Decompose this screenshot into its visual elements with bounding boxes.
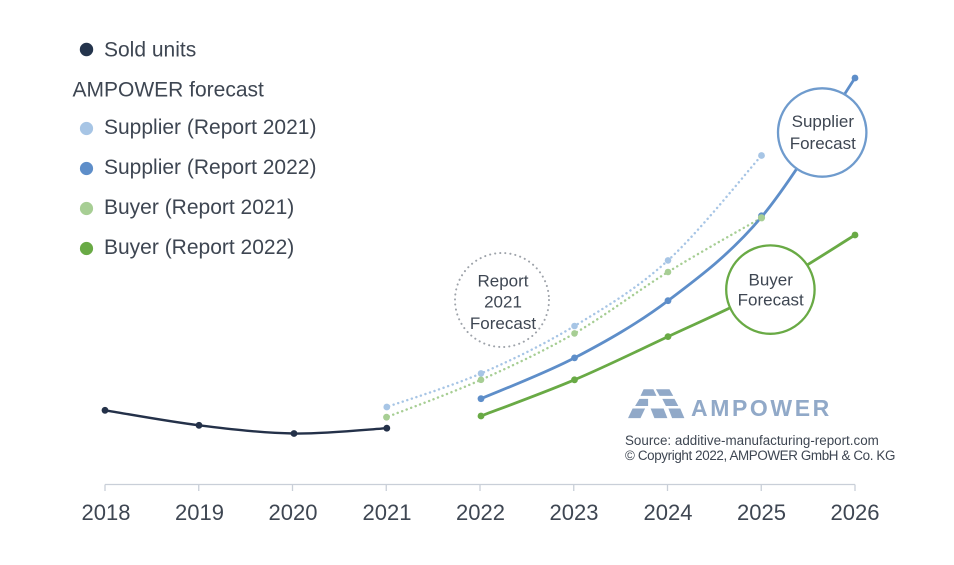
svg-text:Forecast: Forecast xyxy=(470,314,536,333)
svg-text:2025: 2025 xyxy=(737,500,786,525)
svg-text:Buyer: Buyer xyxy=(748,271,793,290)
svg-text:Forecast: Forecast xyxy=(738,291,804,310)
svg-text:Forecast: Forecast xyxy=(790,134,856,153)
svg-text:2020: 2020 xyxy=(269,500,318,525)
svg-text:Supplier: Supplier xyxy=(792,112,855,131)
svg-text:Buyer (Report 2021): Buyer (Report 2021) xyxy=(104,196,294,219)
svg-text:AMPOWER forecast: AMPOWER forecast xyxy=(73,79,265,102)
svg-text:2019: 2019 xyxy=(175,500,224,525)
svg-text:2018: 2018 xyxy=(82,500,131,525)
svg-text:2026: 2026 xyxy=(831,500,880,525)
svg-text:2023: 2023 xyxy=(550,500,599,525)
svg-text:Source: additive-manufacturing: Source: additive-manufacturing-report.co… xyxy=(625,433,879,448)
svg-text:AMPOWER: AMPOWER xyxy=(691,395,832,421)
svg-text:Report: Report xyxy=(477,272,528,291)
svg-text:Sold units: Sold units xyxy=(104,39,196,62)
svg-text:Supplier (Report 2021): Supplier (Report 2021) xyxy=(104,116,316,139)
svg-text:Buyer (Report 2022): Buyer (Report 2022) xyxy=(104,236,294,259)
svg-text:2024: 2024 xyxy=(644,500,693,525)
svg-text:© Copyright 2022, AMPOWER GmbH: © Copyright 2022, AMPOWER GmbH & Co. KG xyxy=(625,448,895,463)
svg-text:Supplier (Report 2022): Supplier (Report 2022) xyxy=(104,156,316,179)
svg-text:2022: 2022 xyxy=(456,500,505,525)
svg-text:2021: 2021 xyxy=(363,500,412,525)
svg-text:2021: 2021 xyxy=(484,293,522,312)
